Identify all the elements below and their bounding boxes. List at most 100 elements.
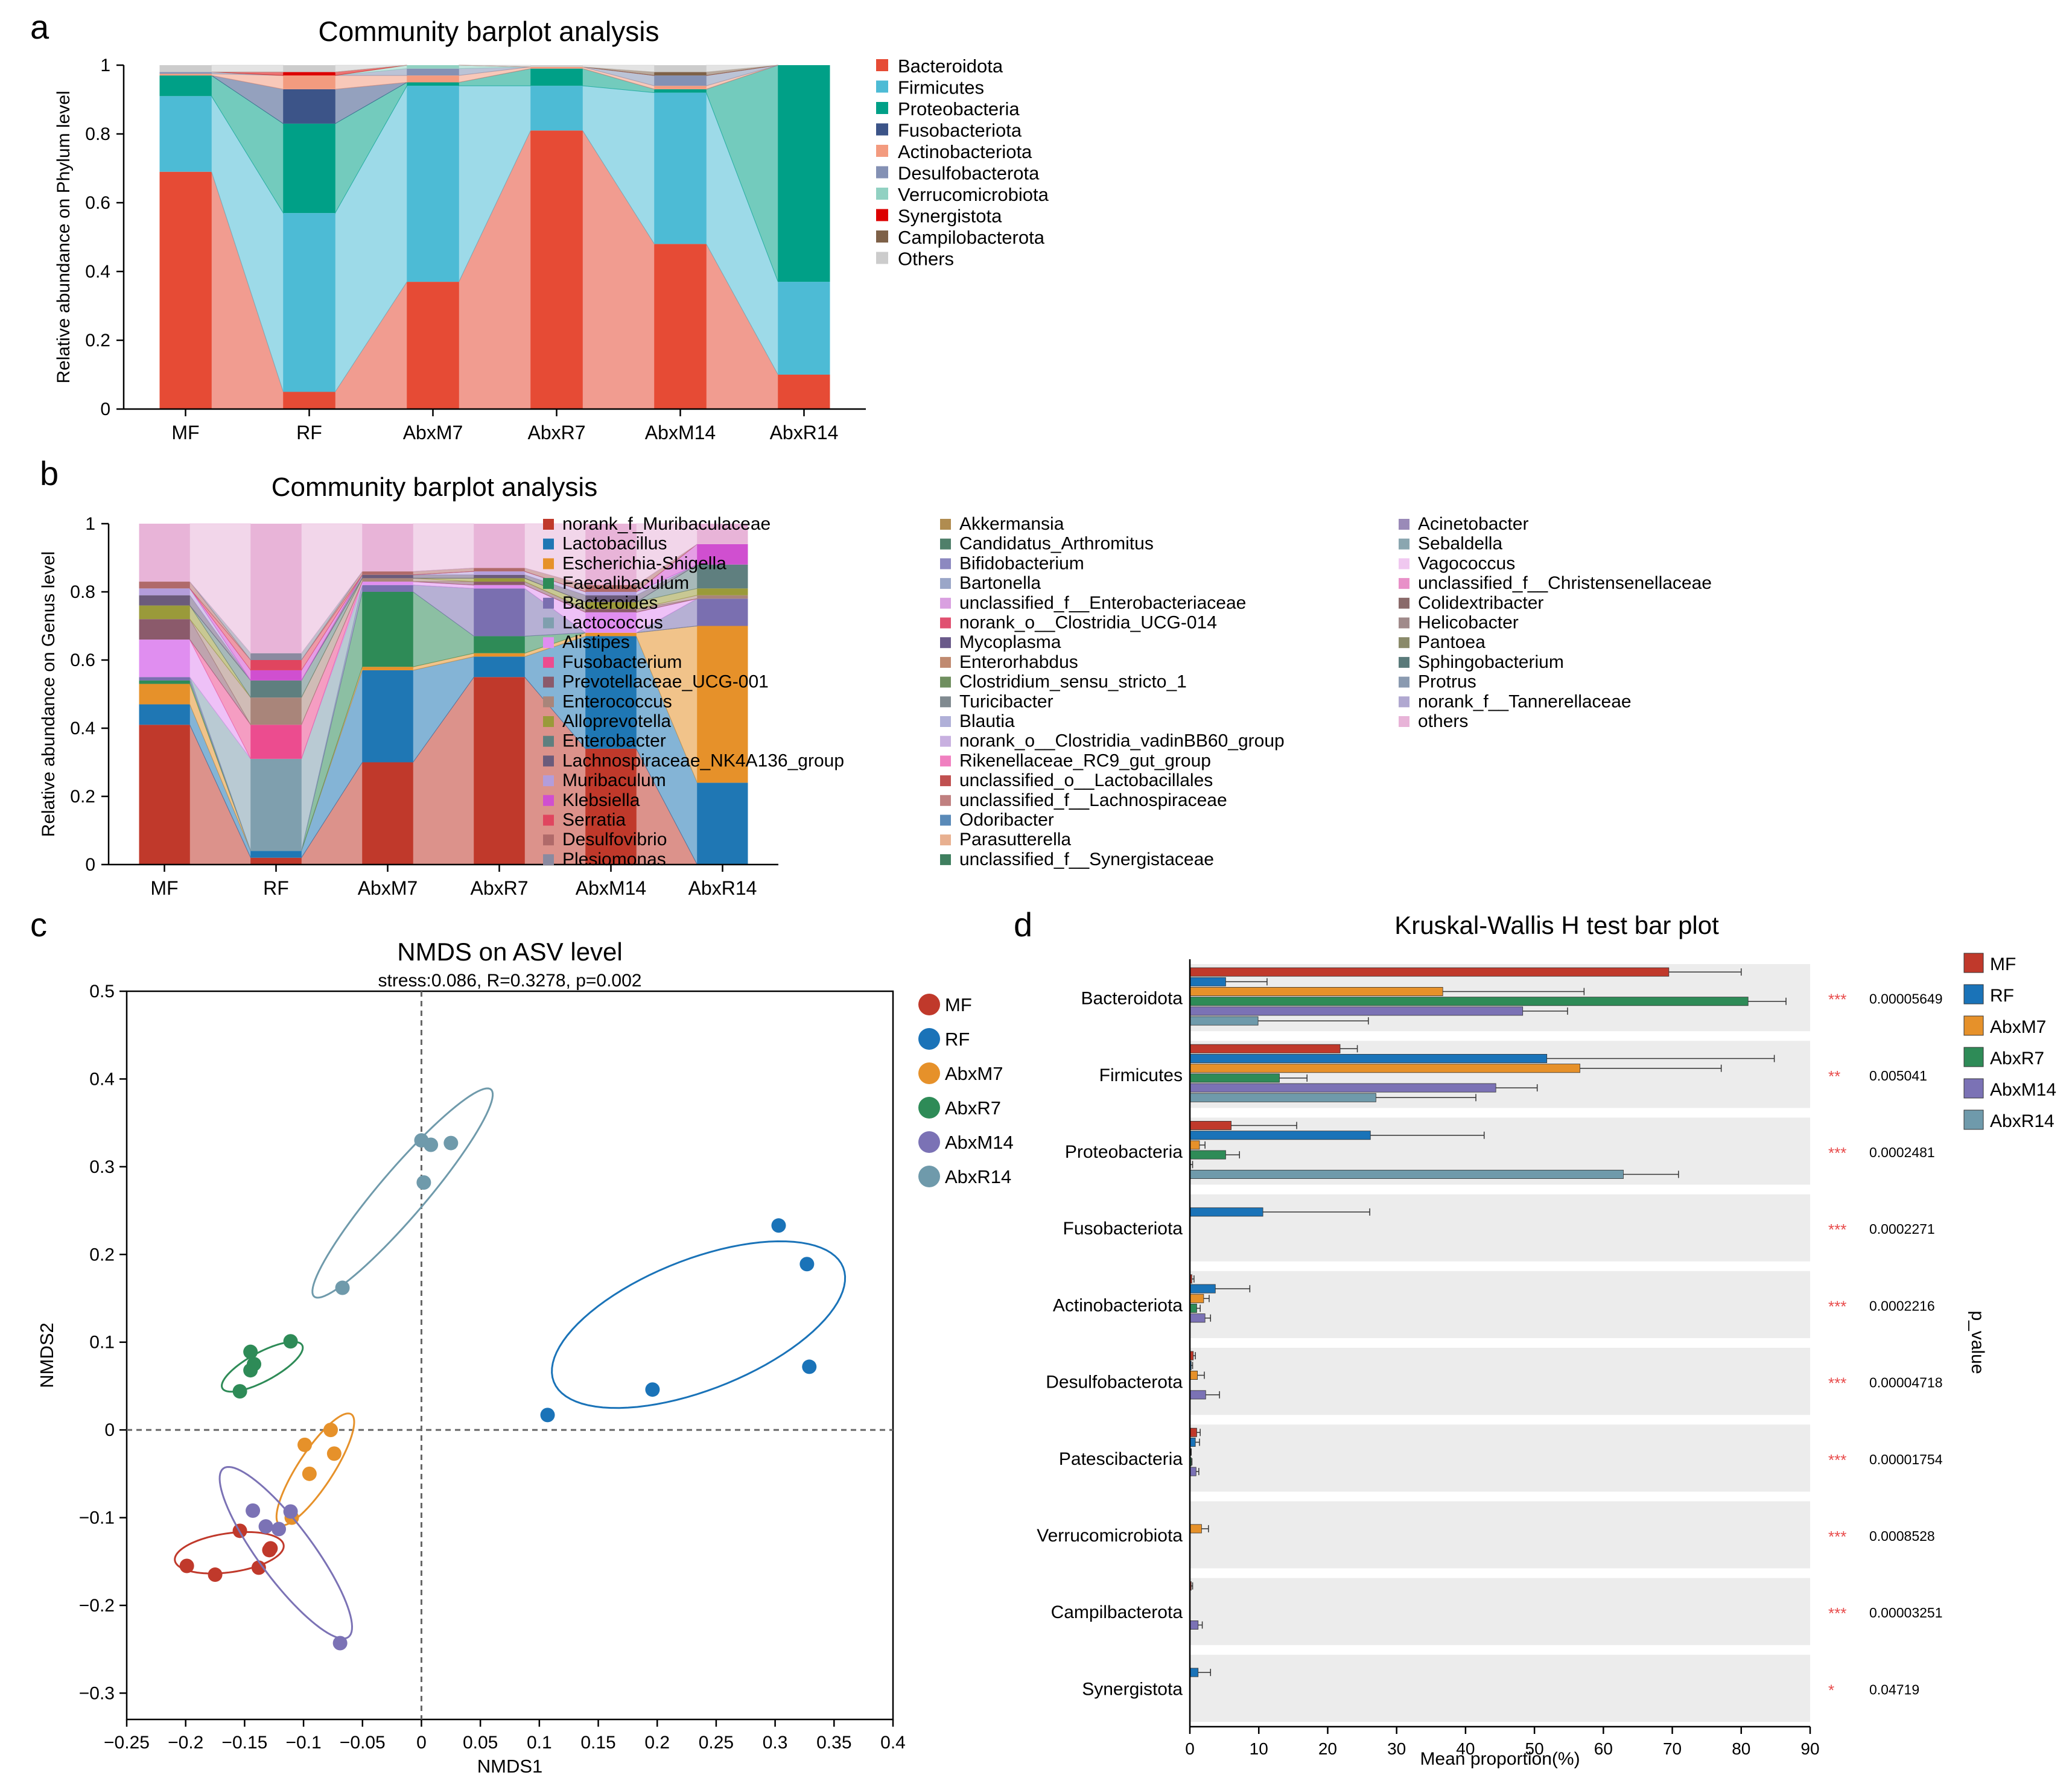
legend-swatch-b2-5 [940,617,951,629]
legend-label-b3-7: Sphingobacterium [1418,652,1564,672]
legend-label-d-0: MF [1990,954,2016,974]
bar-d-2-1 [1189,1131,1371,1140]
ytick-label-c-1: −0.2 [79,1596,115,1616]
ellipse-RF [551,1240,847,1409]
ytick-label-b-4: 0.8 [70,582,95,602]
point-RF-2 [771,1218,786,1233]
legend-swatch-a-8 [876,230,888,243]
legend-label-b1-7: Fusobacterium [562,652,682,672]
bar-b-8-3 [474,582,525,585]
legend-label-b2-1: Candidatus_Arthromitus [959,534,1154,554]
legend-label-a-4: Actinobacteriota [898,141,1032,162]
xtick-label-c-11: 0.3 [763,1733,788,1753]
bar-a-6-2 [407,65,459,69]
bar-d-1-1 [1189,1054,1548,1064]
legend-label-b2-2: Bifidobacterium [959,553,1084,573]
legend-swatch-a-4 [876,145,888,157]
legend-label-b2-11: norank_o__Clostridia_vadinBB60_group [959,731,1285,751]
band-b-12-2 [413,574,474,579]
legend-dot-c-5 [918,1166,940,1187]
point-AbxM14-2 [272,1522,287,1537]
ytick-label-a-3: 0.6 [85,193,110,213]
bar-d-0-4 [1189,1006,1524,1016]
bar-d-4-2 [1189,1294,1204,1303]
legend-label-b1-15: Serratia [562,810,626,830]
bar-d-0-0 [1189,967,1670,977]
legend-label-a-3: Fusobacteriota [898,120,1022,141]
legend-swatch-a-5 [876,166,888,179]
xtick-label-c-1: −0.2 [168,1733,203,1753]
category-label-d-1: Firmicutes [1099,1065,1183,1085]
legend-swatch-b2-12 [940,755,951,767]
category-label-d-7: Verrucomicrobiota [1037,1526,1183,1546]
bar-a-4-1 [283,75,335,89]
ytick-label-c-0: −0.3 [79,1683,115,1703]
stars-d-4: *** [1828,1297,1846,1315]
panel-letter-c: c [30,906,47,944]
legend-label-b2-12: Rikenellaceae_RC9_gut_group [959,751,1211,770]
point-MF-1 [208,1567,223,1582]
ytick-label-c-2: −0.1 [79,1508,115,1528]
legend-swatch-b3-6 [1399,637,1409,649]
legend-label-b2-8: Clostridium_sensu_stricto_1 [959,672,1187,692]
legend-swatch-b3-1 [1399,538,1409,550]
xtick-label-a-4: AbxM14 [645,422,716,443]
bar-d-5-2 [1189,1370,1198,1380]
bar-b-0-0 [139,725,190,865]
row-bg-5 [1190,1348,1810,1415]
ytick-label-b-3: 0.6 [70,650,95,670]
legend-swatch-b2-15 [940,814,951,826]
chart-title-b: Community barplot analysis [272,472,597,502]
xtick-label-d-2: 20 [1318,1739,1337,1758]
legend-swatch-b2-7 [940,656,951,668]
bar-d-3-1 [1189,1207,1263,1217]
row-bg-3 [1190,1194,1810,1262]
p-value-d-2: 0.0002481 [1869,1144,1935,1160]
legend-swatch-b1-6 [543,637,554,649]
bar-d-9-1 [1189,1668,1199,1677]
bar-b-12-0 [139,595,190,606]
bar-b-18-2 [362,524,413,572]
legend-label-b1-3: Faecalibaculum [562,573,689,593]
bar-b-3-3 [474,636,525,653]
legend-swatch-b1-7 [543,656,554,668]
p-value-d-0: 0.00005649 [1869,991,1943,1007]
legend-label-b2-10: Blautia [959,711,1015,731]
bar-b-4-5 [697,598,748,626]
legend-swatch-b1-3 [543,578,554,589]
legend-label-a-9: Others [898,249,954,270]
bar-a-9-0 [159,65,212,72]
category-label-d-4: Actinobacteriota [1053,1295,1183,1315]
point-MF-0 [179,1558,194,1573]
legend-swatch-a-2 [876,102,888,114]
xtick-label-c-3: −0.1 [285,1733,321,1753]
point-AbxR7-0 [232,1384,247,1399]
legend-label-b2-5: norank_o__Clostridia_UCG-014 [959,613,1217,633]
bar-b-14-5 [697,544,748,565]
legend-label-a-5: Desulfobacterota [898,163,1040,184]
xtick-label-b-4: AbxM14 [576,877,646,899]
bar-d-0-1 [1189,977,1226,986]
xtick-label-b-3: AbxR7 [470,877,528,899]
bar-a-1-1 [283,213,335,392]
stars-d-9: * [1828,1681,1834,1699]
bar-a-2-5 [778,65,830,282]
legend-swatch-b2-17 [940,854,951,865]
legend-label-b1-14: Klebsiella [562,790,640,810]
bar-a-5-2 [407,68,459,76]
legend-swatch-b2-8 [940,676,951,688]
bar-a-1-5 [778,282,830,375]
bar-b-10-4 [585,602,637,609]
bar-b-3-0 [139,680,190,684]
chart-b [101,522,778,872]
bar-a-2-1 [283,123,335,214]
bar-d-6-4 [1189,1467,1196,1476]
legend-swatch-b2-6 [940,637,951,649]
ytick-label-a-0: 0 [100,399,110,419]
legend-label-c-2: AbxM7 [945,1063,1003,1084]
legend-label-b2-13: unclassified_o__Lactobacillales [959,770,1213,790]
bar-b-13-0 [139,588,190,595]
ytick-label-b-1: 0.2 [70,787,95,807]
p-value-d-8: 0.00003251 [1869,1605,1943,1621]
